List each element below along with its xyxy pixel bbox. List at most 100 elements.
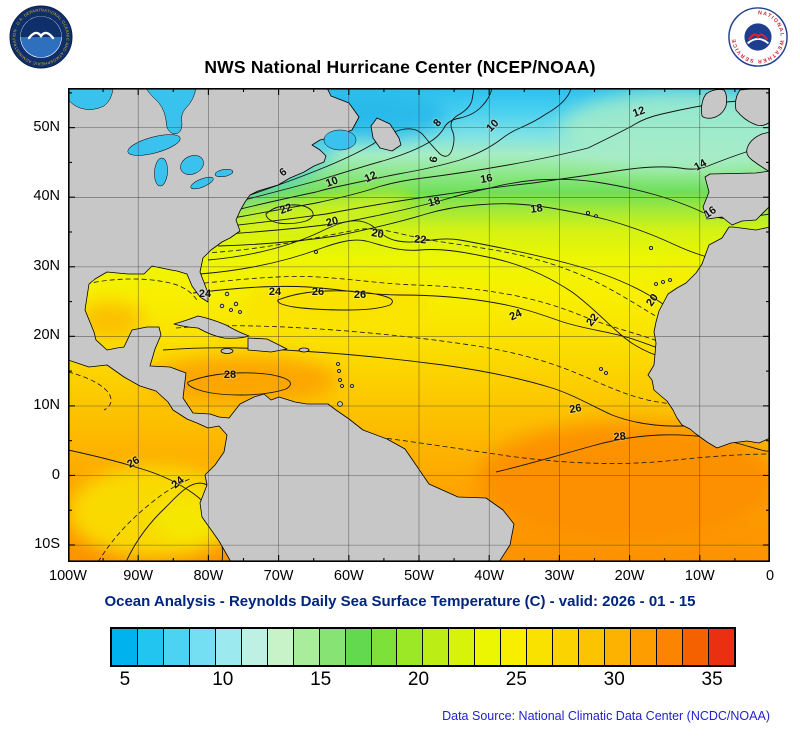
colorbar-segment [708, 629, 734, 665]
contour-label: 20 [370, 227, 384, 241]
map-caption: Ocean Analysis - Reynolds Daily Sea Surf… [104, 593, 696, 610]
graticule [68, 88, 770, 562]
colorbar-segment [657, 629, 683, 665]
contour-label: 18 [427, 195, 442, 210]
map-area: 8 10 12 6 6 10 12 16 18 18 14 16 22 20 20 22 24 24 26 26 24 2… [0, 88, 800, 600]
contour-label: 22 [414, 234, 427, 247]
contour-label: 26 [354, 289, 366, 301]
hudson-bay-west [68, 88, 114, 110]
lake-erie [190, 176, 214, 190]
colorbar-segment [137, 629, 164, 665]
contour-label: 18 [530, 202, 544, 216]
map-frame [68, 88, 770, 562]
contour-label: 26 [312, 286, 324, 298]
france [746, 131, 770, 173]
colorbar-tick-label: 10 [212, 669, 234, 690]
page-title: NWS National Hurricane Center (NCEP/NOAA… [204, 57, 596, 77]
colorbar-tick-label: 30 [603, 669, 625, 690]
land-layer [68, 88, 770, 562]
hispaniola [247, 337, 288, 353]
newfoundland [370, 117, 402, 152]
contour-label: 16 [479, 172, 493, 186]
colorbar-segment [345, 629, 372, 665]
contour-label: 22 [278, 201, 294, 216]
contour-label: 24 [199, 288, 212, 300]
lon-label: 10W [684, 568, 715, 584]
small-islands [219, 211, 672, 407]
iberia [702, 170, 770, 226]
lake-huron [180, 155, 204, 175]
colorbar-tick-label: 5 [119, 669, 131, 690]
colorbar-tick-label: 15 [310, 669, 332, 690]
lon-label: 60W [333, 568, 364, 584]
colorbar-segment [241, 629, 268, 665]
colorbar-segment [682, 629, 709, 665]
lat-label: 20N [33, 327, 60, 344]
lon-label: 50W [404, 568, 434, 584]
colorbar-segment [189, 629, 216, 665]
gulf-of-st-lawrence [323, 129, 357, 151]
lat-axis: 50N 40N 30N 20N 10N 0 10S [0, 88, 60, 562]
britain [735, 88, 770, 126]
jamaica [220, 348, 234, 354]
colorbar-segment [605, 629, 632, 665]
inland-water [68, 88, 357, 190]
lake-ontario [214, 168, 234, 178]
colorbar-segment [501, 629, 528, 665]
lon-label: 30W [544, 568, 575, 584]
colorbar-tick-label: 35 [701, 669, 723, 690]
lat-label: 10N [33, 397, 60, 414]
hudson-bay-east [145, 88, 197, 135]
contour-label: 10 [324, 174, 340, 189]
contour-label: 28 [224, 369, 236, 381]
lon-label: 70W [263, 568, 294, 584]
lon-label: 90W [123, 568, 154, 584]
colorbar-tick-label: 25 [505, 669, 527, 690]
colorbar-segment [319, 629, 346, 665]
lon-label: 80W [193, 568, 224, 584]
colorbar-segment [293, 629, 320, 665]
colorbar-segment [631, 629, 658, 665]
lon-label: 20W [614, 568, 645, 584]
lon-label: 100W [49, 568, 87, 584]
lon-axis: 100W 90W 80W 70W 60W 50W 40W 30W 20W 10W 0 [0, 568, 800, 590]
contour-label: 6 [428, 155, 441, 163]
africa [647, 226, 770, 449]
colorbar-segment [397, 629, 424, 665]
lake-michigan [154, 157, 168, 187]
contour-label: 24 [269, 286, 282, 298]
lon-label: 40W [474, 568, 505, 584]
cuba [173, 315, 250, 339]
contour-label: 12 [631, 104, 647, 119]
noaa-sky [20, 16, 62, 37]
colorbar-segment [579, 629, 606, 665]
data-source-credit: Data Source: National Climatic Data Cent… [442, 709, 770, 723]
lon-label: 0 [765, 568, 775, 584]
lake-superior [127, 134, 181, 156]
lat-label: 0 [51, 466, 60, 483]
puerto-rico [298, 347, 310, 353]
contour-label: 20 [325, 215, 340, 230]
colorbar-segment [163, 629, 190, 665]
contour-label: 28 [613, 431, 626, 444]
seagull-icon [27, 31, 55, 40]
colorbar [110, 627, 736, 667]
colorbar-tick-label: 20 [407, 669, 430, 690]
americas-landmass [68, 88, 515, 562]
colorbar-segment [423, 629, 450, 665]
ireland [701, 89, 728, 119]
colorbar-segment [267, 629, 294, 665]
colorbar-segment [553, 629, 580, 665]
colorbar-segment [371, 629, 398, 665]
colorbar-segment [112, 629, 138, 665]
colorbar-segment [215, 629, 242, 665]
lat-label: 40N [33, 188, 60, 205]
lat-label: 10S [34, 536, 60, 553]
lat-label: 30N [33, 257, 60, 274]
noaa-logo: NATIONAL OCEANIC AND ATMOSPHERIC ADMINIS… [9, 5, 73, 69]
lat-label: 50N [33, 118, 60, 135]
colorbar-segment [527, 629, 554, 665]
gull-icon [748, 33, 768, 41]
